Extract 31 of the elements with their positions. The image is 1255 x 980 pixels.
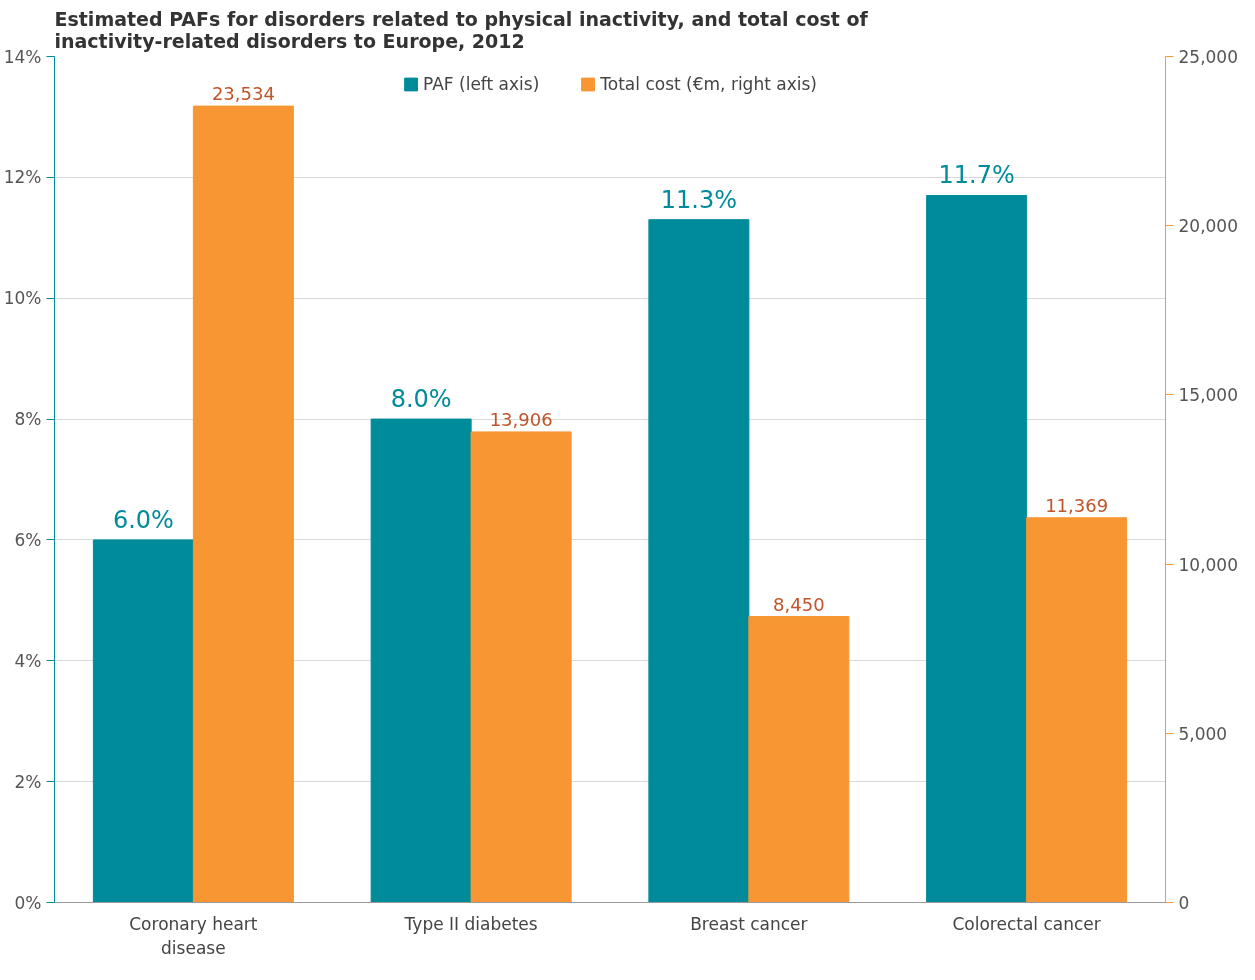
bar [192,105,294,903]
legend-label: Total cost (€m, right axis) [600,74,817,94]
x-tick-label: Coronary heart disease [129,913,258,958]
data-label: 13,906 [489,408,553,430]
bar [648,219,750,903]
y2-tick-label: 10,000 [1178,554,1238,575]
y-tick-label: 4% [14,650,42,671]
y2-tick-label: 15,000 [1178,385,1238,406]
x-tick-label: Breast cancer [690,913,808,934]
data-label: 8,450 [773,593,825,615]
y-tick-label: 8% [14,409,42,430]
x-tick-label: Colorectal cancer [952,913,1101,934]
y2-tick-label: 0 [1178,893,1190,913]
data-label: 6.0% [112,505,174,534]
x-tick-label: Type II diabetes [403,913,538,934]
y2-tick-label: 20,000 [1178,216,1238,237]
data-label: 11.3% [660,185,738,214]
chart-title: Estimated PAFs for disorders related to physical inactivity, and total cost of inactivity-related disorders to Europe, 2012 [54,7,869,52]
y-tick-label: 10% [3,288,42,309]
data-label: 23,534 [211,83,275,105]
y-tick-label: 6% [14,529,42,550]
data-label: 11.7% [938,161,1015,190]
data-label: 11,369 [1045,494,1109,516]
y2-tick-label: 5,000 [1178,723,1228,744]
data-label: 8.0% [390,385,452,414]
y-tick-label: 14% [3,46,42,67]
legend-label: PAF (left axis) [423,74,540,94]
y-tick-label: 2% [14,771,42,792]
y2-tick-label: 25,000 [1178,47,1238,67]
y-tick-label: 0% [14,892,42,913]
y-tick-label: 12% [3,167,42,188]
